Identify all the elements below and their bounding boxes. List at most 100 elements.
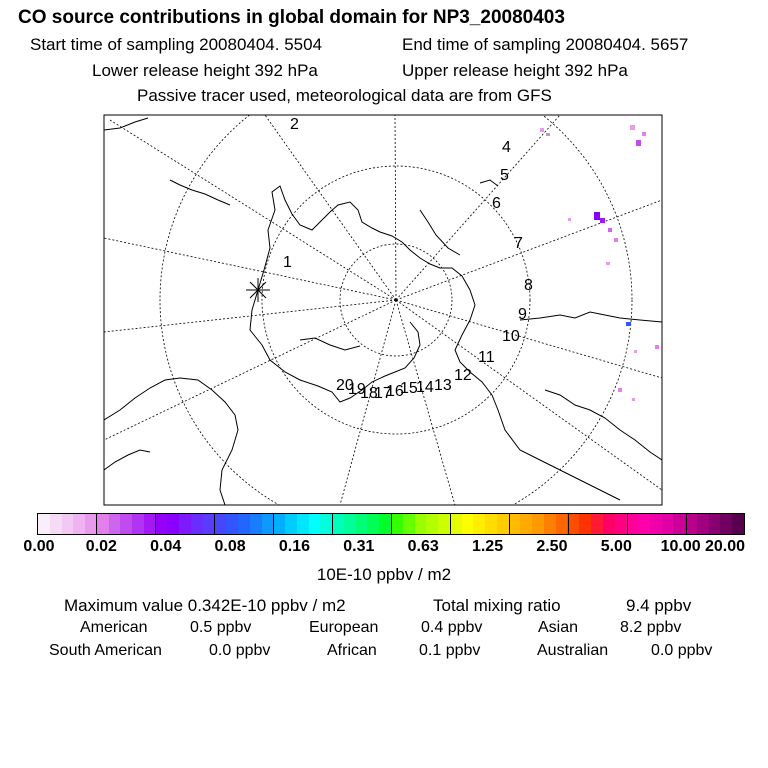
colorbar-swatch	[214, 514, 227, 534]
start-time: Start time of sampling 20080404. 5504	[30, 35, 323, 54]
colorbar-swatch	[461, 514, 474, 534]
colorbar-swatch	[543, 514, 556, 534]
colorbar-swatch	[649, 514, 662, 534]
colorbar-swatch	[485, 514, 497, 534]
colorbar-swatch	[696, 514, 709, 534]
colorbar-swatch	[332, 514, 344, 534]
colorbar-tick-label: 0.16	[278, 538, 311, 555]
upper-release-height: Upper release height 392 hPa	[402, 61, 628, 80]
track-labels: 1 2 4 5 6 7 8 9 10 11 12 13 14 15 16 17 …	[283, 116, 533, 402]
track-label: 15	[400, 380, 418, 397]
colorbar-swatch	[414, 514, 427, 534]
colorbar-divider	[332, 513, 333, 535]
max-value: Maximum value 0.342E-10 ppbv / m2	[64, 596, 346, 615]
colorbar-swatch	[179, 514, 191, 534]
colorbar-divider	[568, 513, 569, 535]
colorbar-tick-label: 2.50	[536, 538, 568, 555]
track-label: 14	[416, 379, 434, 396]
colorbar-swatch	[508, 514, 521, 534]
colorbar-swatch	[120, 514, 133, 534]
colorbar-swatch	[73, 514, 86, 534]
track-label: 19	[348, 381, 366, 398]
track-label: 10	[502, 328, 520, 345]
colorbar-tick-label: 0.31	[343, 538, 375, 555]
european-value: 0.4 ppbv	[421, 619, 483, 636]
colorbar-swatch	[320, 514, 333, 534]
colorbar-swatch	[96, 514, 109, 534]
colorbar-swatch	[555, 514, 568, 534]
colorbar-tick-label: 0.02	[85, 538, 117, 555]
concentration-patches	[540, 125, 659, 401]
colorbar-swatch	[85, 514, 97, 534]
african-value: 0.1 ppbv	[419, 642, 481, 659]
colorbar-swatch	[532, 514, 544, 534]
colorbar-swatch	[238, 514, 250, 534]
colorbar-swatch	[167, 514, 180, 534]
colorbar-swatch	[343, 514, 356, 534]
colorbar-swatch	[449, 514, 462, 534]
end-time: End time of sampling 20080404. 5657	[402, 35, 689, 54]
track-label: 20	[336, 377, 354, 394]
track-label: 11	[478, 349, 495, 366]
colorbar-swatch	[155, 514, 168, 534]
colorbar-swatch	[579, 514, 591, 534]
total-mixing-value: 9.4 ppbv	[626, 596, 692, 615]
colorbar-tick-label: 0.00	[23, 538, 55, 555]
colorbar-swatch	[402, 514, 415, 534]
asian-value: 8.2 ppbv	[620, 619, 682, 636]
colorbar-swatch	[661, 514, 674, 534]
track-label: 1	[283, 254, 292, 271]
colorbar-swatch	[708, 514, 721, 534]
colorbar-swatch	[567, 514, 580, 534]
colorbar-swatch	[638, 514, 650, 534]
track-label: 9	[518, 306, 527, 323]
colorbar-swatch	[720, 514, 733, 534]
colorbar-swatch	[614, 514, 627, 534]
colorbar-divider	[450, 513, 451, 535]
track-label: 13	[434, 377, 452, 394]
european-label: European	[309, 619, 379, 636]
colorbar-divider	[273, 513, 274, 535]
colorbar-divider	[214, 513, 215, 535]
colorbar-swatch	[590, 514, 603, 534]
track-label: 6	[492, 195, 501, 212]
map-frame	[103, 114, 663, 506]
track-label: 2	[290, 116, 299, 133]
release-marker-icon	[246, 278, 270, 302]
south-american-label: South American	[49, 642, 162, 659]
colorbar-swatch	[132, 514, 144, 534]
colorbar-swatch	[285, 514, 297, 534]
track-label: 16	[386, 383, 404, 400]
south-american-value: 0.0 ppbv	[209, 642, 271, 659]
colorbar-swatch	[355, 514, 368, 534]
chart-title: CO source contributions in global domain…	[18, 7, 565, 28]
colorbar-swatch	[226, 514, 239, 534]
colorbar-swatch	[673, 514, 686, 534]
colorbar-tick-label: 10.00	[660, 538, 701, 555]
colorbar-divider	[686, 513, 687, 535]
colorbar-tick-label: 0.63	[407, 538, 439, 555]
colorbar-tick-label: 5.00	[600, 538, 632, 555]
colorbar-swatch	[379, 514, 391, 534]
track-label: 12	[454, 367, 472, 384]
colorbar-swatch	[38, 514, 50, 534]
map-canvas: 1 2 4 5 6 7 8 9 10 11 12 13 14 15 16 17 …	[104, 115, 662, 505]
meridians	[104, 115, 662, 505]
colorbar-tick-label: 20.00	[704, 538, 746, 555]
colorbar-swatch	[249, 514, 262, 534]
track-label: 7	[514, 235, 523, 252]
colorbar-swatch	[61, 514, 74, 534]
colorbar-swatch	[602, 514, 615, 534]
australian-value: 0.0 ppbv	[651, 642, 713, 659]
track-label: 4	[502, 139, 511, 156]
latitude-circles	[159, 115, 633, 505]
colorbar-swatch	[685, 514, 697, 534]
american-label: American	[80, 619, 148, 636]
colorbar-swatch	[202, 514, 215, 534]
lower-release-height: Lower release height 392 hPa	[92, 61, 318, 80]
colorbar-swatch	[367, 514, 380, 534]
colorbar-swatch	[626, 514, 639, 534]
colorbar-swatch	[426, 514, 439, 534]
colorbar-divider	[627, 513, 628, 535]
